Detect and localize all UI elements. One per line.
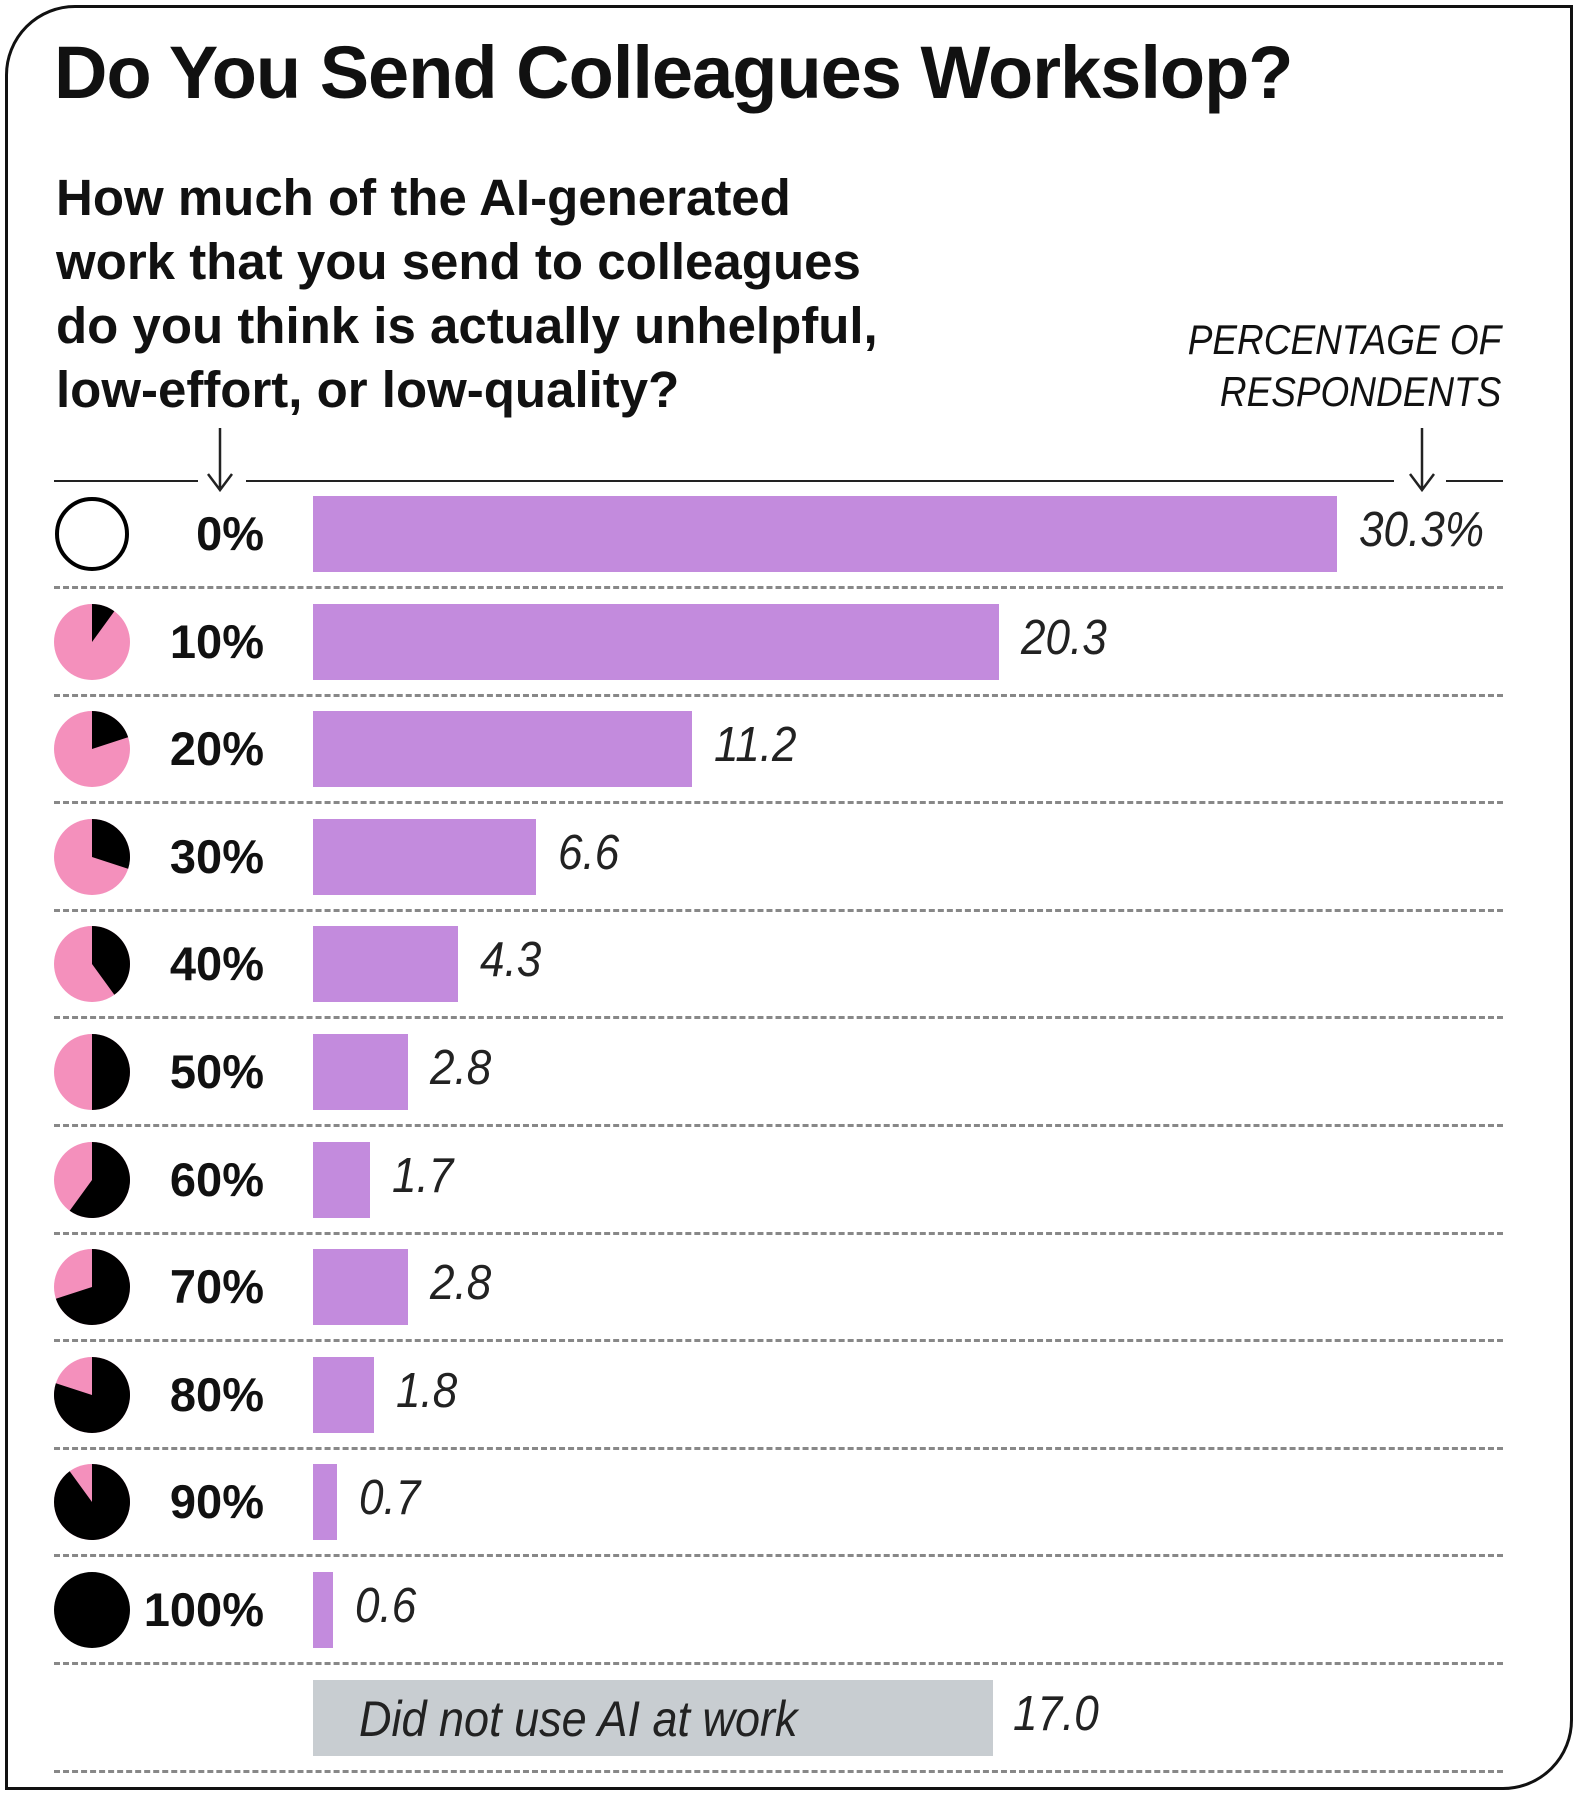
value-label: 1.8 (395, 1363, 458, 1418)
bar (313, 1356, 374, 1433)
axis-label-line: RESPONDENTS (1219, 368, 1501, 415)
bar (313, 1572, 334, 1648)
category-label: 80% (169, 1367, 264, 1421)
pie-fraction-icon (54, 711, 130, 788)
value-axis-label: PERCENTAGE OF RESPONDENTS (1187, 314, 1501, 418)
chart-frame (5, 5, 1573, 1790)
pie-fraction-icon (54, 1141, 130, 1218)
bar-row: 90% 0.7 (0, 1448, 1581, 1558)
pie-fraction-icon (55, 497, 129, 571)
dashed-separator (54, 693, 1503, 697)
category-label: 90% (169, 1475, 264, 1529)
subtitle-line: work that you send to colleagues (56, 233, 861, 290)
category-label: 10% (169, 614, 264, 668)
bar-row: 70% 2.8 (0, 1233, 1581, 1343)
dashed-separator (54, 801, 1503, 805)
bar-row: 40% 4.3 (0, 910, 1581, 1020)
pie-fraction-icon (54, 603, 130, 680)
down-arrow-icon (207, 428, 233, 493)
bar (313, 818, 537, 895)
bar-row: 80% 1.8 (0, 1341, 1581, 1450)
dashed-separator (54, 1554, 1503, 1558)
top-rule (1446, 480, 1503, 482)
chart-title: Do You Send Colleagues Workslop? (54, 31, 1294, 114)
extra-row: Did not use AI at work 17.0 (0, 1664, 1581, 1773)
pie-fraction-icon (54, 1356, 130, 1433)
subtitle-line: do you think is actually unhelpful, (56, 297, 878, 354)
bar-row: 30% 6.6 (0, 803, 1581, 912)
bar (313, 1464, 337, 1541)
dashed-separator (54, 1769, 1503, 1773)
bar (313, 496, 1338, 572)
pie-fraction-icon (54, 1034, 130, 1110)
category-label: 60% (169, 1152, 264, 1206)
down-arrow-icon (1409, 428, 1435, 493)
dashed-separator (54, 1016, 1503, 1020)
category-label: 100% (143, 1583, 264, 1636)
value-label: 11.2 (713, 718, 797, 773)
category-label: 20% (169, 722, 264, 776)
bar (313, 1249, 408, 1326)
dashed-separator (54, 586, 1503, 589)
bar-row: 50% 2.8 (0, 1018, 1581, 1127)
dashed-separator (54, 1124, 1503, 1127)
category-label: 30% (169, 829, 264, 883)
pie-fraction-icon (54, 926, 130, 1003)
value-label: 4.3 (480, 933, 542, 988)
bar-row: 0% 30.3% (0, 480, 1581, 589)
pie-fraction-icon (54, 1249, 131, 1326)
bar (313, 1034, 408, 1110)
bar-row: 100% 0.6 (0, 1556, 1581, 1665)
bar-did-not-use-ai: Did not use AI at work (313, 1679, 993, 1756)
bar-row: 10% 20.3 (0, 588, 1581, 697)
bar (313, 926, 459, 1003)
category-label: 50% (169, 1045, 264, 1098)
value-label: 2.8 (429, 1041, 491, 1095)
subtitle-line: How much of the AI-generated (56, 169, 791, 226)
chart-subtitle: How much of the AI-generated work that y… (56, 166, 956, 422)
bar-row: 60% 1.7 (0, 1126, 1581, 1235)
value-label: 0.6 (355, 1579, 417, 1633)
value-label: 6.6 (558, 825, 620, 880)
top-rule (54, 480, 198, 482)
category-label: 0% (196, 507, 264, 560)
value-label: 30.3% (1359, 503, 1485, 557)
bar-row: 20% 11.2 (0, 695, 1581, 805)
pie-fraction-icon (54, 818, 130, 895)
category-label: 70% (169, 1260, 264, 1314)
subtitle-line: low-effort, or low-quality? (56, 361, 680, 418)
value-label: 1.7 (392, 1148, 454, 1203)
bar (313, 711, 692, 788)
bar (313, 603, 1000, 680)
category-label: 40% (169, 937, 264, 991)
dashed-separator (54, 1339, 1503, 1343)
value-label: 17.0 (1013, 1686, 1099, 1741)
extra-label: Did not use AI at work (359, 1690, 798, 1747)
dashed-separator (54, 1662, 1503, 1665)
pie-fraction-icon (53, 1464, 130, 1541)
value-label: 2.8 (429, 1256, 491, 1311)
value-label: 20.3 (1021, 610, 1107, 665)
axis-label-line: PERCENTAGE OF (1187, 316, 1501, 363)
top-rule (246, 480, 1394, 482)
dashed-separator (54, 1446, 1503, 1450)
dashed-separator (54, 1231, 1503, 1235)
dashed-separator (54, 908, 1503, 912)
bar (313, 1141, 371, 1218)
pie-fraction-icon (54, 1572, 130, 1648)
value-label: 0.7 (358, 1471, 420, 1526)
